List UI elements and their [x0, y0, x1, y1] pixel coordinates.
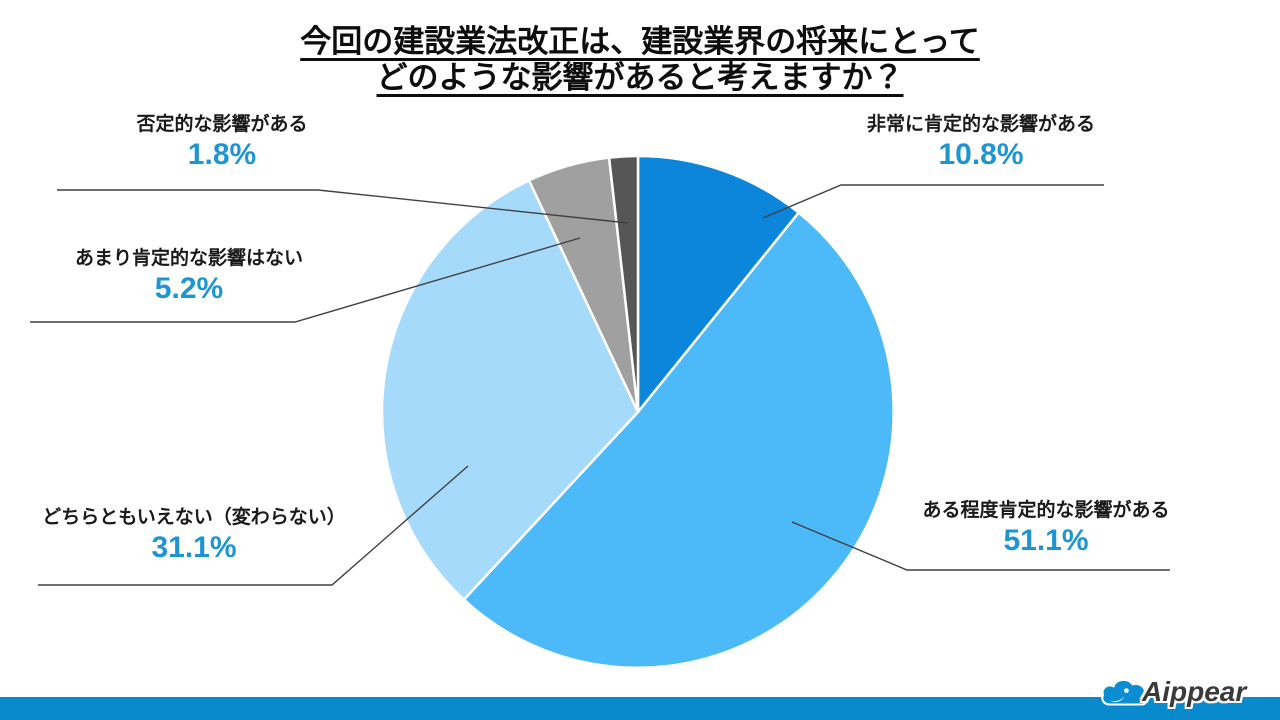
- cloud-icon: [1101, 678, 1149, 706]
- pie-slice: [636, 154, 800, 414]
- page-title: 今回の建設業法改正は、建設業界の将来にとって どのような影響があると考えますか？: [0, 24, 1280, 96]
- callout-leader-line: [30, 237, 581, 323]
- footer-band: [0, 697, 1280, 720]
- pie-slice: [607, 154, 640, 414]
- pie-slice: [380, 179, 640, 601]
- callout-leader-line: [791, 521, 1170, 571]
- callout-leader-line: [57, 189, 629, 224]
- brand-logo: Aippear: [1100, 674, 1246, 710]
- callout-leader-line: [762, 184, 1104, 219]
- brand-logo-text: Aippear: [1142, 676, 1247, 707]
- title-line-1: 今回の建設業法改正は、建設業界の将来にとって: [300, 24, 980, 59]
- callout-leader-line: [38, 465, 469, 586]
- title-line-2: どのような影響があると考えますか？: [376, 60, 904, 95]
- pie-slice: [462, 211, 895, 669]
